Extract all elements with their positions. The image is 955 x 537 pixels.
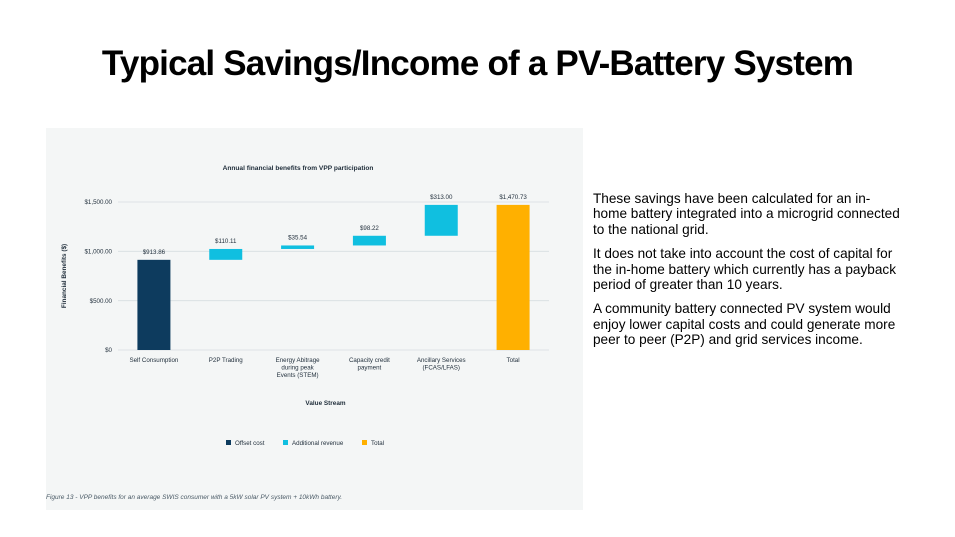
y-tick-label: $1,500.00 bbox=[84, 199, 112, 206]
data-label: $98.22 bbox=[360, 225, 379, 232]
waterfall-chart: Annual financial benefits from VPP parti… bbox=[61, 165, 549, 447]
x-tick-label: payment bbox=[358, 365, 382, 372]
legend-swatch bbox=[226, 440, 231, 445]
bar bbox=[137, 259, 171, 350]
data-label: $313.00 bbox=[430, 194, 453, 201]
note-paragraph-1: These savings have been calculated for a… bbox=[593, 191, 900, 237]
x-axis-label: Value Stream bbox=[305, 400, 345, 407]
x-tick-label: during peak bbox=[281, 365, 314, 372]
bar bbox=[496, 204, 530, 350]
data-label: $110.11 bbox=[215, 238, 237, 245]
x-tick-label: Self Consumption bbox=[129, 357, 178, 364]
slide-title: Typical Savings/Income of a PV-Battery S… bbox=[101, 44, 854, 83]
bar bbox=[209, 248, 243, 260]
legend-swatch bbox=[283, 440, 288, 445]
x-tick-label: Total bbox=[507, 357, 520, 364]
y-tick-label: $0 bbox=[105, 347, 112, 354]
data-label: $1,470.73 bbox=[499, 194, 527, 201]
legend-label: Total bbox=[371, 440, 384, 447]
data-label: $35.54 bbox=[288, 234, 307, 241]
legend-swatch bbox=[362, 440, 367, 445]
y-tick-label: $500.00 bbox=[90, 298, 113, 305]
x-tick-label: Energy Abitrage bbox=[276, 357, 321, 364]
legend-label: Additional revenue bbox=[292, 440, 344, 447]
y-tick-label: $1,000.00 bbox=[84, 249, 112, 256]
data-label: $913.86 bbox=[143, 249, 166, 256]
chart-figure: Annual financial benefits from VPP parti… bbox=[46, 128, 583, 510]
x-tick-label: (FCAS/LFAS) bbox=[423, 365, 460, 372]
x-tick-label: Events (STEM) bbox=[277, 372, 319, 379]
note-paragraph-2: It does not take into account the cost o… bbox=[593, 246, 896, 293]
legend-label: Offset cost bbox=[235, 440, 265, 447]
x-tick-label: Capacity credit bbox=[349, 357, 390, 364]
y-axis-label: Financial Benefits ($) bbox=[61, 244, 68, 308]
bar bbox=[281, 245, 315, 249]
bar bbox=[424, 204, 458, 236]
x-tick-label: P2P Trading bbox=[209, 357, 243, 364]
figure-caption: Figure 13 - VPP benefits for an average … bbox=[46, 494, 343, 501]
note-paragraph-3: A community battery connected PV system … bbox=[593, 301, 896, 348]
bar bbox=[352, 235, 386, 246]
chart-title: Annual financial benefits from VPP parti… bbox=[223, 165, 374, 172]
x-tick-label: Ancillary Services bbox=[417, 357, 466, 364]
slide-notes: These savings have been calculated for a… bbox=[593, 191, 903, 357]
